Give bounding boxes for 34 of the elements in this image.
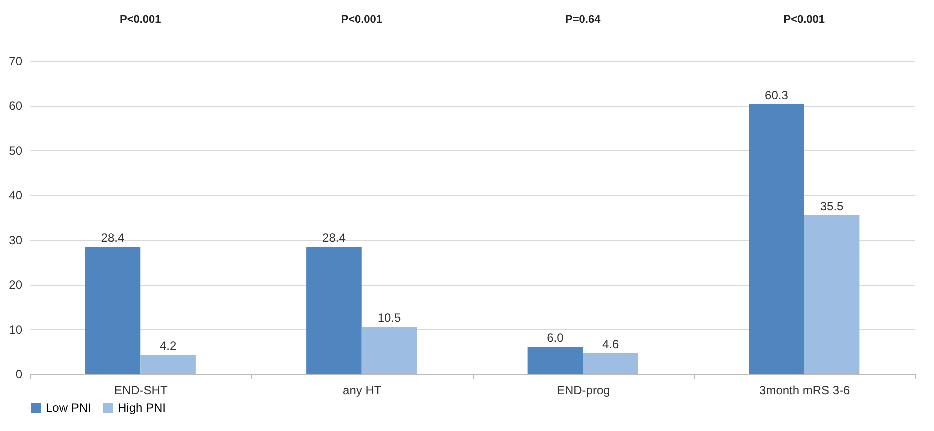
data-label: 10.5 — [378, 311, 402, 326]
data-label: 60.3 — [765, 88, 789, 102]
bar — [85, 247, 141, 374]
bar — [140, 355, 196, 374]
y-tick-label: 60 — [9, 99, 23, 114]
bar — [804, 215, 860, 374]
y-tick-label: 40 — [9, 188, 23, 203]
bar — [362, 327, 418, 374]
data-label: 4.2 — [160, 339, 177, 354]
legend-label: High PNI — [118, 401, 166, 415]
y-tick-label: 70 — [9, 54, 23, 68]
bar — [749, 104, 804, 374]
x-tick-label: END-SHT — [114, 384, 168, 398]
text: P<0.001 — [784, 14, 826, 26]
y-tick-label: 30 — [9, 233, 23, 248]
text: P<0.001 — [120, 14, 162, 26]
data-label: 28.4 — [322, 231, 346, 246]
x-tick-label: END-prog — [556, 384, 610, 398]
data-label: 35.5 — [820, 199, 844, 214]
y-tick-label: 50 — [9, 144, 23, 158]
text: P=0.64 — [566, 14, 602, 26]
data-label: 6.0 — [547, 331, 564, 346]
data-label: 4.6 — [602, 337, 620, 352]
bar — [306, 247, 362, 374]
y-tick-label: 10 — [9, 322, 23, 337]
y-tick-label: 20 — [9, 278, 23, 292]
legend-label: Low PNI — [46, 401, 92, 415]
text: P<0.001 — [341, 14, 383, 26]
bar — [583, 353, 638, 374]
y-tick-label: 0 — [16, 368, 23, 382]
x-tick-label: any HT — [343, 384, 382, 398]
data-label: 28.4 — [101, 231, 125, 246]
bar — [528, 347, 584, 374]
x-tick-label: 3month mRS 3-6 — [760, 384, 851, 398]
